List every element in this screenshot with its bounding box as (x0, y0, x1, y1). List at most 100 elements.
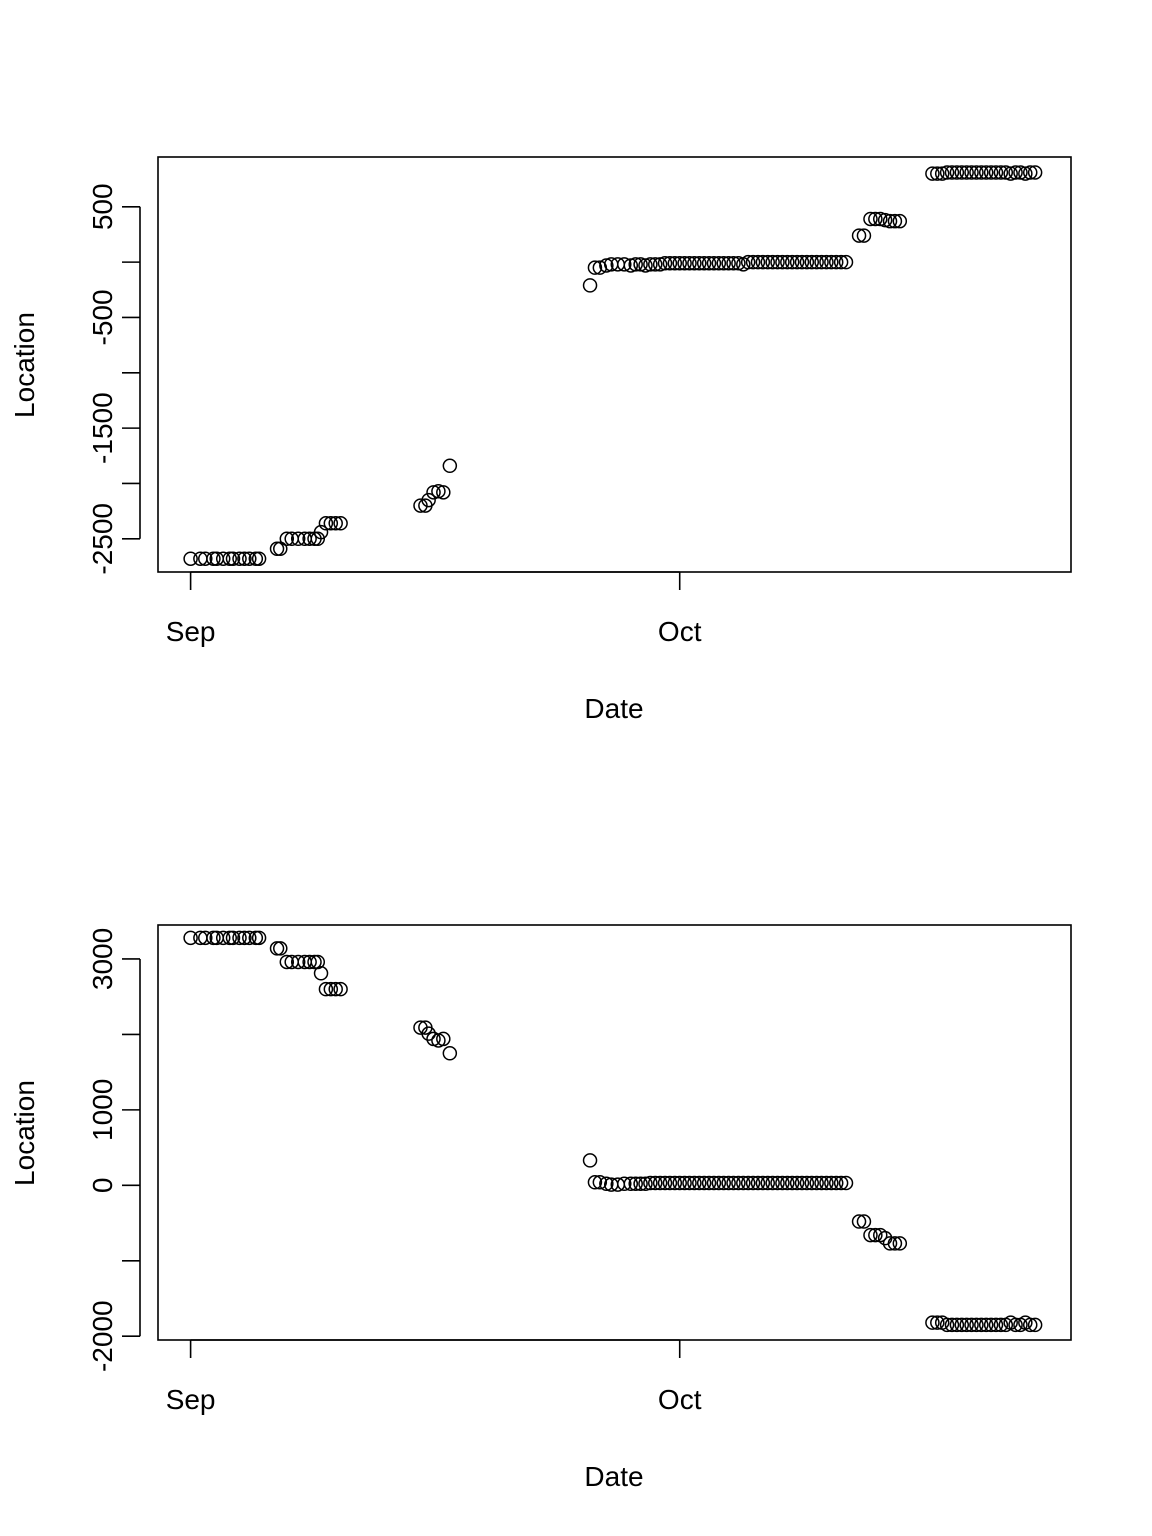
bottom-data-point (436, 1031, 451, 1047)
bottom-data-point (225, 930, 241, 946)
top-data-point (789, 254, 805, 270)
top-data-point (1018, 166, 1033, 181)
top-data-point (892, 213, 908, 229)
top-data-point (687, 255, 702, 271)
bottom-data-point (237, 930, 252, 946)
bottom-data-point (856, 1214, 872, 1229)
top-x-tick-label: Sep (166, 616, 216, 647)
top-data-point (599, 258, 614, 273)
top-data-point (225, 551, 241, 566)
top-data-point (939, 165, 955, 180)
top-data-point (750, 254, 766, 270)
top-data-points (183, 165, 1043, 566)
top-data-point (988, 165, 1004, 180)
top-data-point (983, 165, 999, 180)
top-plot-frame (157, 156, 1072, 573)
top-data-point (828, 254, 844, 270)
top-data-point (856, 228, 872, 243)
top-data-point (804, 254, 820, 270)
top-data-point (824, 254, 839, 270)
bottom-data-point (789, 1175, 805, 1191)
top-data-point (638, 258, 653, 273)
bottom-data-point (721, 1175, 736, 1191)
top-data-point (318, 516, 334, 531)
bottom-data-point (242, 930, 257, 946)
bottom-data-point (726, 1175, 741, 1191)
top-data-point (872, 211, 888, 227)
bottom-data-point (765, 1175, 780, 1191)
top-data-point (587, 260, 603, 275)
top-data-point (706, 255, 722, 271)
bottom-x-tick-label: Sep (166, 1384, 216, 1415)
top-data-point (882, 213, 898, 229)
bottom-data-point (838, 1175, 854, 1191)
top-data-point (436, 485, 451, 500)
top-data-point (814, 254, 829, 270)
top-data-point (667, 255, 683, 271)
top-data-point (731, 255, 746, 271)
top-data-point (809, 254, 824, 270)
top-data-point (643, 257, 658, 272)
bottom-data-point (442, 1046, 458, 1061)
top-data-point (302, 531, 317, 547)
bottom-data-point (750, 1175, 766, 1191)
bottom-data-point (269, 941, 285, 956)
top-data-point (290, 531, 306, 547)
bottom-y-axis: -2000 0 1000 3000 (87, 928, 141, 1372)
bottom-data-point (814, 1175, 829, 1191)
top-x-axis: Sep Oct (166, 571, 702, 647)
top-data-point (426, 485, 441, 500)
top-data-point (198, 551, 213, 566)
top-data-point (328, 516, 343, 531)
top-data-point (251, 551, 267, 566)
bottom-data-point (302, 954, 317, 970)
top-data-point (833, 254, 849, 270)
bottom-data-point (731, 1175, 746, 1191)
top-data-point (633, 257, 648, 272)
top-data-point (775, 254, 790, 270)
top-data-point (1027, 165, 1043, 180)
bottom-data-point (745, 1175, 761, 1191)
top-data-point (215, 551, 231, 566)
top-data-point (442, 458, 458, 474)
top-data-point (682, 255, 697, 271)
top-data-point (313, 524, 329, 540)
bottom-data-point (328, 981, 343, 997)
top-data-point (672, 255, 687, 271)
bottom-data-point (667, 1175, 683, 1191)
bottom-data-point (323, 981, 339, 997)
top-data-point (323, 516, 339, 531)
top-data-point (949, 165, 965, 180)
bottom-data-point (863, 1227, 878, 1243)
top-data-point (1008, 165, 1023, 180)
top-y-tick-label: -1500 (87, 392, 118, 464)
top-data-point (232, 551, 247, 566)
bottom-data-point (760, 1175, 776, 1191)
top-data-point (887, 213, 903, 229)
top-data-point (657, 255, 673, 271)
bottom-data-point (716, 1175, 731, 1191)
bottom-data-point (809, 1175, 824, 1191)
bottom-x-axis: Sep Oct (166, 1339, 702, 1415)
bottom-data-point (222, 930, 237, 946)
top-data-point (944, 165, 960, 180)
bottom-data-point (740, 1175, 756, 1191)
bottom-data-point (868, 1227, 883, 1243)
bottom-data-point (851, 1214, 867, 1229)
top-data-point (930, 166, 945, 181)
bottom-data-point (290, 954, 306, 970)
bottom-data-point (279, 954, 295, 970)
bottom-data-point (599, 1176, 614, 1192)
bottom-data-point (652, 1175, 668, 1191)
bottom-data-point (682, 1175, 697, 1191)
bottom-y-tick-label: -2000 (87, 1300, 118, 1372)
bottom-data-point (1022, 1317, 1038, 1333)
top-data-point (628, 257, 643, 272)
bottom-data-point (988, 1317, 1004, 1333)
top-data-point (784, 254, 800, 270)
top-data-point (851, 228, 867, 243)
bottom-data-point (828, 1175, 844, 1191)
top-data-point (868, 211, 883, 227)
bottom-data-point (930, 1315, 945, 1330)
